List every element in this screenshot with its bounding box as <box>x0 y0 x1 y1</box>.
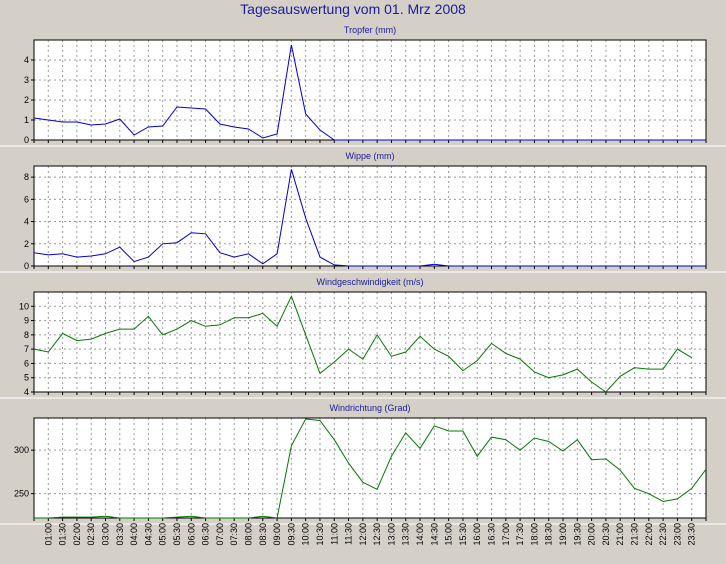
series-line <box>33 295 692 393</box>
series-line <box>33 44 706 141</box>
x-tick-label: 11:00 <box>329 523 339 545</box>
x-tick-label: 11:30 <box>344 523 354 545</box>
y-tick-label: 6 <box>24 358 29 368</box>
series-line <box>33 169 706 267</box>
x-tick-label: 17:30 <box>515 523 525 546</box>
y-tick-label: 7 <box>24 344 29 354</box>
x-tick-label: 21:00 <box>615 523 625 546</box>
y-tick-label: 2 <box>24 239 29 249</box>
x-tick-label: 16:00 <box>472 523 482 546</box>
chart-panel: Windrichtung (Grad) 250 300 <box>0 403 726 525</box>
x-tick-label: 12:00 <box>358 523 368 546</box>
x-tick-label: 06:30 <box>201 523 211 546</box>
x-axis-labels: 01:00 01:30 02:00 02:30 03:00 03:30 04:00 04:30… <box>43 523 696 546</box>
y-tick-label: 250 <box>14 489 29 499</box>
x-tick-label: 17:00 <box>501 523 511 546</box>
y-tick-label: 4 <box>24 55 29 65</box>
x-tick-label: 19:30 <box>572 523 582 546</box>
x-tick-label: 03:00 <box>100 523 110 546</box>
y-tick-label: 8 <box>24 330 29 340</box>
x-tick-label: 01:00 <box>43 523 53 546</box>
x-tick-label: 07:30 <box>229 523 239 546</box>
y-tick-label: 0 <box>24 135 29 145</box>
x-tick-label: 22:30 <box>658 523 668 546</box>
x-tick-label: 23:30 <box>687 523 697 546</box>
y-tick-label: 4 <box>24 217 29 227</box>
x-tick-label: 05:00 <box>158 523 168 546</box>
x-tick-label: 14:30 <box>429 523 439 546</box>
x-tick-label: 04:00 <box>129 523 139 546</box>
y-tick-label: 4 <box>24 387 29 397</box>
y-tick-label: 6 <box>24 194 29 204</box>
panel-title: Wippe (mm) <box>346 151 395 161</box>
x-tick-label: 16:30 <box>487 523 497 546</box>
x-tick-label: 07:00 <box>215 523 225 546</box>
x-tick-label: 09:00 <box>272 523 282 546</box>
y-tick-label: 5 <box>24 373 29 383</box>
plot-area <box>34 418 706 518</box>
plot-frame <box>33 417 707 519</box>
x-tick-label: 01:30 <box>58 523 68 546</box>
x-tick-label: 18:30 <box>544 523 554 546</box>
y-tick-label: 300 <box>14 445 29 455</box>
panel-title: Windrichtung (Grad) <box>329 403 410 413</box>
x-tick-label: 10:30 <box>315 523 325 546</box>
panel-title: Tropfer (mm) <box>344 25 396 35</box>
x-tick-label: 02:00 <box>72 523 82 546</box>
x-tick-label: 13:30 <box>401 523 411 546</box>
x-tick-label: 08:30 <box>258 523 268 546</box>
y-tick-label: 3 <box>24 75 29 85</box>
x-tick-label: 05:30 <box>172 523 182 546</box>
series-line <box>34 418 707 519</box>
x-tick-label: 22:00 <box>644 523 654 546</box>
panel-title: Windgeschwindigkeit (m/s) <box>316 277 423 287</box>
x-tick-label: 20:30 <box>601 523 611 546</box>
plot-frame <box>33 291 707 393</box>
plot-area <box>34 292 706 392</box>
x-tick-label: 02:30 <box>86 523 96 546</box>
x-tick-label: 15:30 <box>458 523 468 546</box>
chart-panel: Wippe (mm) 0 2 4 6 8 <box>0 151 726 273</box>
x-tick-label: 04:30 <box>143 523 153 546</box>
chart-panel: Tropfer (mm) 0 1 2 3 4 <box>0 25 726 147</box>
x-tick-label: 13:00 <box>386 523 396 546</box>
x-tick-label: 08:00 <box>243 523 253 546</box>
x-tick-label: 15:00 <box>444 523 454 546</box>
plot-area <box>34 166 706 266</box>
y-tick-label: 2 <box>24 95 29 105</box>
x-tick-label: 14:00 <box>415 523 425 546</box>
page-title: Tagesauswertung vom 01. Mrz 2008 <box>240 1 466 17</box>
x-tick-label: 18:00 <box>529 523 539 546</box>
x-tick-label: 21:30 <box>630 523 640 546</box>
y-tick-label: 0 <box>24 261 29 271</box>
y-tick-label: 9 <box>24 316 29 326</box>
x-tick-label: 03:30 <box>115 523 125 546</box>
y-tick-label: 10 <box>19 301 29 311</box>
x-tick-label: 23:00 <box>672 523 682 546</box>
x-tick-label: 20:00 <box>587 523 597 546</box>
y-tick-label: 1 <box>24 115 29 125</box>
plot-area <box>34 40 706 140</box>
x-tick-label: 19:00 <box>558 523 568 546</box>
x-tick-label: 12:30 <box>372 523 382 546</box>
x-tick-label: 10:00 <box>301 523 311 546</box>
x-tick-label: 09:30 <box>286 523 296 546</box>
y-tick-label: 8 <box>24 172 29 182</box>
x-tick-label: 06:00 <box>186 523 196 546</box>
chart-panel: Windgeschwindigkeit (m/s) 4 5 6 7 8 9 10 <box>0 277 726 399</box>
